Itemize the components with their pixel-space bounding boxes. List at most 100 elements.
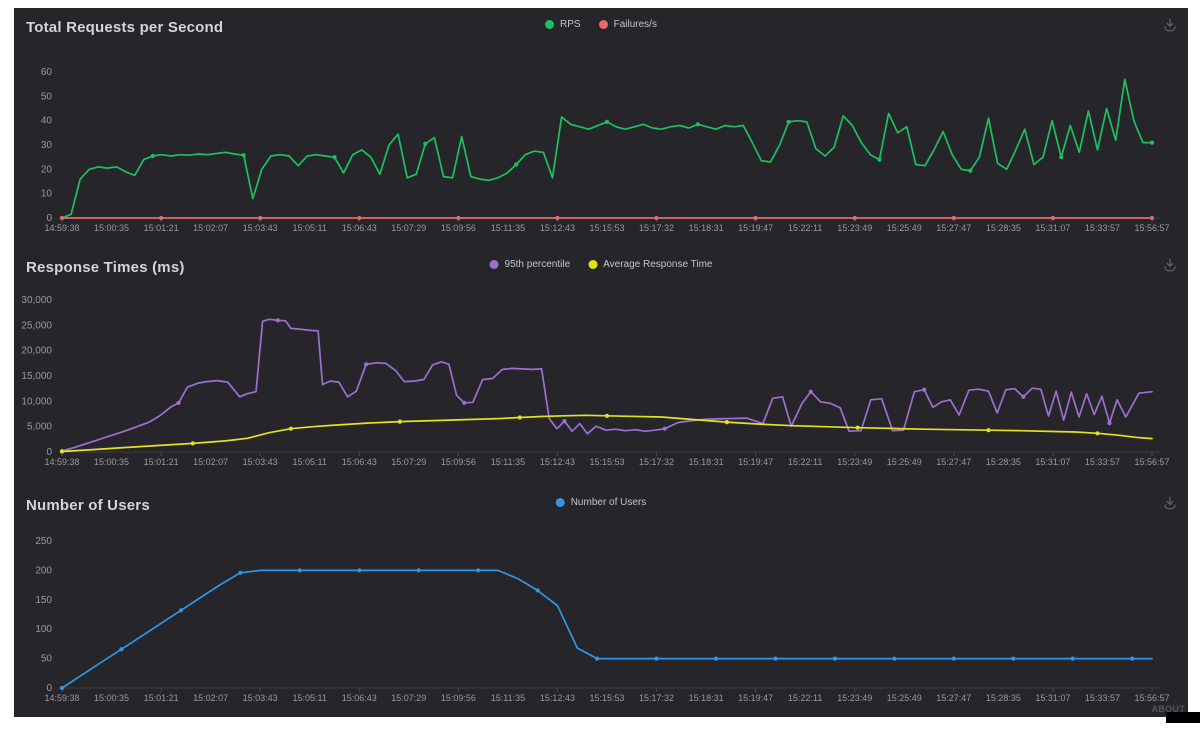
chart-section-number-of-users: Number of Users Number of Users 0 50 100 15… xyxy=(14,490,1188,712)
svg-text:15:28:35: 15:28:35 xyxy=(986,457,1021,467)
svg-text:15:00:35: 15:00:35 xyxy=(94,693,129,703)
download-icon[interactable] xyxy=(1162,495,1178,511)
svg-text:15:05:11: 15:05:11 xyxy=(293,223,327,233)
percentile-legend-dot xyxy=(489,260,499,269)
chart-header: Response Times (ms) 95th percentile Aver… xyxy=(14,252,1188,282)
chart-header: Total Requests per Second RPS Failures/s xyxy=(14,12,1188,42)
svg-text:15:01:21: 15:01:21 xyxy=(144,223,179,233)
rps-legend-label: RPS xyxy=(560,19,581,30)
svg-text:15:07:29: 15:07:29 xyxy=(391,457,426,467)
rps-chart-plot: 0 10 20 30 40 50 60 14:59:38 15:00:35 15:01:21 15:… xyxy=(41,67,1170,233)
chart-section-response-times: Response Times (ms) 95th percentile Aver… xyxy=(14,252,1188,478)
svg-text:15:31:07: 15:31:07 xyxy=(1035,457,1070,467)
chart-title-rps: Total Requests per Second xyxy=(26,18,224,36)
users-chart-plot: 0 50 100 150 200 250 14:59:38 15:00:35 15:01:21 1… xyxy=(35,536,1169,703)
cursor-artifact-bar xyxy=(1166,712,1200,723)
locust-dashboard-panel: Total Requests per Second RPS Failures/s… xyxy=(14,8,1188,717)
svg-text:15:06:43: 15:06:43 xyxy=(342,457,377,467)
svg-text:15:27:47: 15:27:47 xyxy=(936,223,971,233)
users-legend-label: Number of Users xyxy=(570,497,647,508)
svg-text:15:19:47: 15:19:47 xyxy=(738,223,773,233)
svg-text:15:15:53: 15:15:53 xyxy=(589,223,624,233)
svg-text:15:03:43: 15:03:43 xyxy=(243,457,278,467)
svg-text:0: 0 xyxy=(46,447,52,458)
svg-text:0: 0 xyxy=(46,683,52,694)
svg-text:15:18:31: 15:18:31 xyxy=(689,693,724,703)
response-times-chart-plot: 0 5,000 10,000 15,000 20,000 25,000 30,000 14:5… xyxy=(21,295,1169,467)
svg-text:15:22:11: 15:22:11 xyxy=(788,693,822,703)
svg-text:15:01:21: 15:01:21 xyxy=(144,457,179,467)
svg-text:15:15:53: 15:15:53 xyxy=(589,457,624,467)
percentile-legend-label: 95th percentile xyxy=(504,259,571,270)
svg-text:0: 0 xyxy=(46,213,52,224)
svg-text:200: 200 xyxy=(35,565,52,576)
svg-text:15:03:43: 15:03:43 xyxy=(243,693,278,703)
svg-text:15:07:29: 15:07:29 xyxy=(391,693,426,703)
svg-text:15:00:35: 15:00:35 xyxy=(94,223,129,233)
svg-text:15:12:43: 15:12:43 xyxy=(540,693,575,703)
svg-text:15:18:31: 15:18:31 xyxy=(689,457,724,467)
svg-text:15:12:43: 15:12:43 xyxy=(540,223,575,233)
svg-text:30,000: 30,000 xyxy=(21,295,52,306)
svg-text:15:15:53: 15:15:53 xyxy=(589,693,624,703)
svg-text:25,000: 25,000 xyxy=(21,320,52,331)
response-times-chart-legend: 95th percentile Average Response Time xyxy=(489,259,712,270)
failures-legend-label: Failures/s xyxy=(613,19,657,30)
svg-text:15:25:49: 15:25:49 xyxy=(887,693,922,703)
svg-text:15:27:47: 15:27:47 xyxy=(936,693,971,703)
svg-text:15:03:43: 15:03:43 xyxy=(243,223,278,233)
svg-text:10: 10 xyxy=(41,189,53,200)
svg-text:15:02:07: 15:02:07 xyxy=(193,693,228,703)
svg-text:15:05:11: 15:05:11 xyxy=(293,457,327,467)
download-icon[interactable] xyxy=(1162,17,1178,33)
svg-text:50: 50 xyxy=(41,654,53,665)
svg-text:250: 250 xyxy=(35,536,52,547)
legend-item-95th-percentile[interactable]: 95th percentile xyxy=(489,259,571,270)
svg-text:15:33:57: 15:33:57 xyxy=(1085,457,1120,467)
svg-text:15:19:47: 15:19:47 xyxy=(738,693,773,703)
rps-chart-legend: RPS Failures/s xyxy=(545,19,657,30)
svg-text:15:23:49: 15:23:49 xyxy=(837,457,872,467)
svg-text:15:00:35: 15:00:35 xyxy=(94,457,129,467)
svg-text:14:59:38: 14:59:38 xyxy=(44,457,79,467)
svg-text:15:11:35: 15:11:35 xyxy=(491,223,525,233)
chart-title-response-times: Response Times (ms) xyxy=(26,258,185,276)
average-legend-label: Average Response Time xyxy=(603,259,713,270)
legend-item-rps[interactable]: RPS xyxy=(545,19,581,30)
svg-text:15:27:47: 15:27:47 xyxy=(936,457,971,467)
svg-text:100: 100 xyxy=(35,624,52,635)
svg-text:15:28:35: 15:28:35 xyxy=(986,223,1021,233)
svg-text:15,000: 15,000 xyxy=(21,371,52,382)
svg-text:15:06:43: 15:06:43 xyxy=(342,223,377,233)
svg-text:20,000: 20,000 xyxy=(21,346,52,357)
svg-text:14:59:38: 14:59:38 xyxy=(44,693,79,703)
svg-text:15:33:57: 15:33:57 xyxy=(1085,693,1120,703)
svg-text:15:33:57: 15:33:57 xyxy=(1085,223,1120,233)
download-icon[interactable] xyxy=(1162,257,1178,273)
svg-text:15:06:43: 15:06:43 xyxy=(342,693,377,703)
svg-text:15:05:11: 15:05:11 xyxy=(293,693,327,703)
svg-text:15:17:32: 15:17:32 xyxy=(639,457,674,467)
svg-text:15:17:32: 15:17:32 xyxy=(639,223,674,233)
svg-text:15:56:57: 15:56:57 xyxy=(1134,223,1169,233)
legend-item-average-response-time[interactable]: Average Response Time xyxy=(588,259,712,270)
svg-text:15:23:49: 15:23:49 xyxy=(837,223,872,233)
svg-text:50: 50 xyxy=(41,91,53,102)
svg-text:15:02:07: 15:02:07 xyxy=(193,457,228,467)
svg-text:15:02:07: 15:02:07 xyxy=(193,223,228,233)
svg-text:14:59:38: 14:59:38 xyxy=(44,223,79,233)
chart-section-requests-per-second: Total Requests per Second RPS Failures/s… xyxy=(14,12,1188,242)
svg-text:150: 150 xyxy=(35,595,52,606)
legend-item-failures[interactable]: Failures/s xyxy=(598,19,657,30)
about-link[interactable]: ABOUT xyxy=(1151,704,1185,714)
svg-text:15:56:57: 15:56:57 xyxy=(1134,457,1169,467)
svg-text:15:22:11: 15:22:11 xyxy=(788,223,822,233)
rps-legend-dot xyxy=(545,20,555,29)
svg-text:15:31:07: 15:31:07 xyxy=(1035,693,1070,703)
legend-item-number-of-users[interactable]: Number of Users xyxy=(555,497,647,508)
svg-text:15:28:35: 15:28:35 xyxy=(986,693,1021,703)
svg-text:60: 60 xyxy=(41,67,53,78)
svg-text:40: 40 xyxy=(41,116,53,127)
svg-text:15:17:32: 15:17:32 xyxy=(639,693,674,703)
svg-text:15:09:56: 15:09:56 xyxy=(441,457,476,467)
